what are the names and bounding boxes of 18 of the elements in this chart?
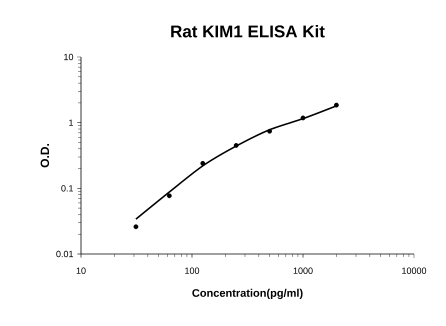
point [134, 224, 138, 230]
point [200, 160, 206, 166]
y-axis-title: O.D. [40, 144, 50, 168]
y-tick-label: 10 [64, 54, 74, 60]
point [334, 102, 339, 108]
point [300, 116, 306, 120]
x-tick-label: 10 [76, 268, 86, 274]
y-tick-label: 0.01 [56, 250, 74, 258]
point [234, 143, 239, 148]
point [267, 128, 272, 134]
chart-title: Rat KIM1 ELISA Kit [171, 24, 325, 38]
x-tick-label: 10000 [402, 268, 426, 274]
x-tick-label: 1000 [294, 268, 313, 274]
y-tick-label: 0.1 [61, 185, 74, 192]
x-axis-title: Concentration(pg/ml) [192, 288, 303, 300]
y-tick-label: 1 [69, 120, 74, 126]
x-tick-label: 100 [185, 268, 200, 274]
point [166, 193, 172, 198]
